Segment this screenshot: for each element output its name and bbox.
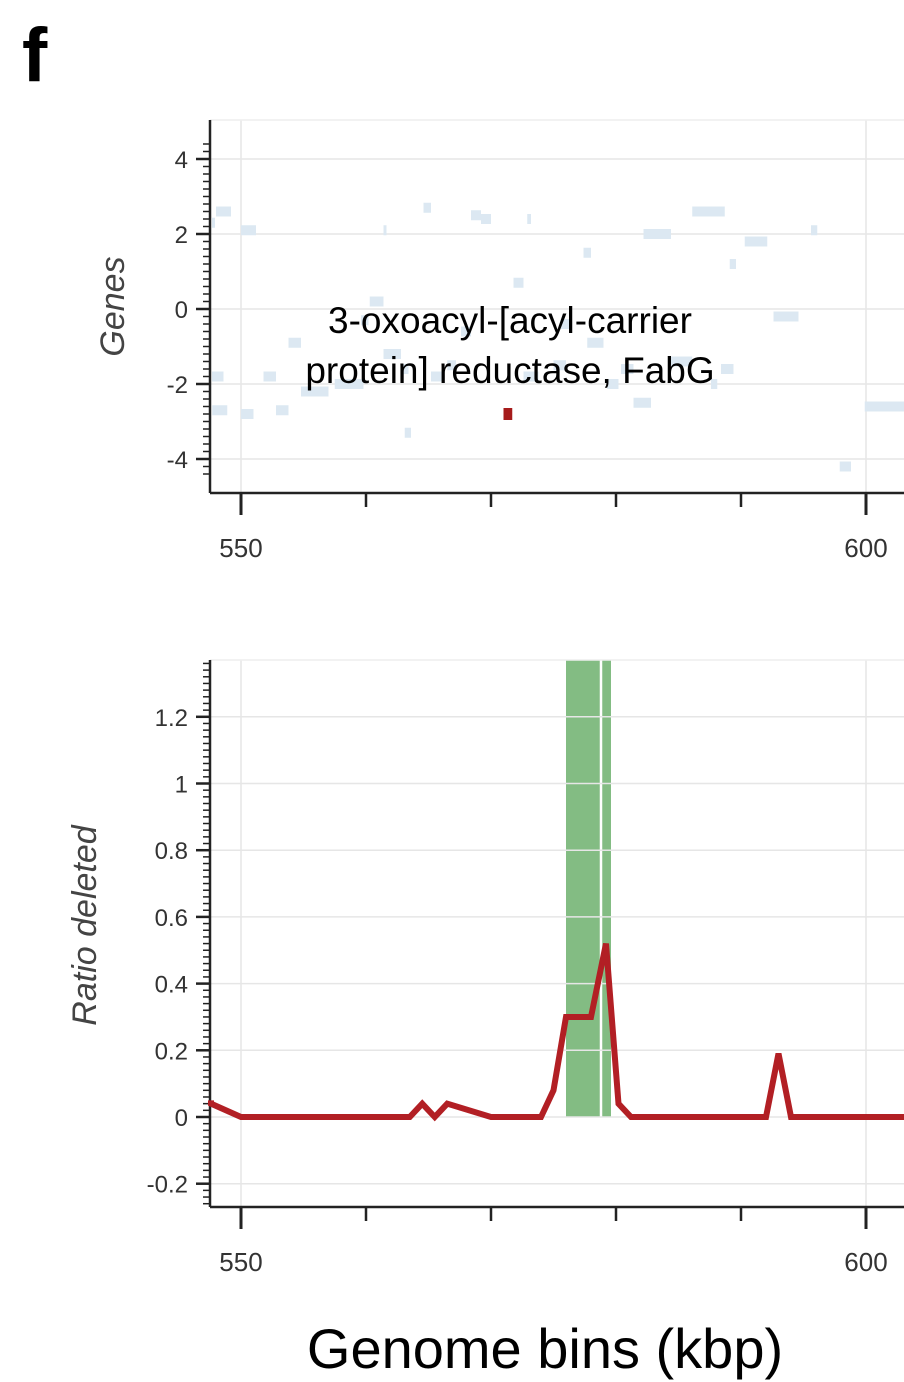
background-gene xyxy=(334,379,364,389)
background-gene xyxy=(216,206,231,217)
background-gene xyxy=(561,319,571,329)
background-gene xyxy=(643,229,671,239)
background-gene xyxy=(276,405,289,416)
background-gene xyxy=(301,386,329,397)
background-gene xyxy=(527,214,531,224)
x-tick-label: 550 xyxy=(219,1247,262,1277)
background-gene xyxy=(513,277,524,288)
y-axis-title: Genes xyxy=(94,256,132,356)
background-gene xyxy=(423,202,431,213)
background-gene xyxy=(212,371,224,382)
background-gene xyxy=(671,356,693,367)
background-gene xyxy=(621,364,634,374)
x-axis-title: Genome bins (kbp) xyxy=(306,1317,784,1380)
background-gene xyxy=(447,360,456,371)
background-gene xyxy=(212,405,228,416)
y-tick-label: 0.8 xyxy=(155,838,188,865)
background-gene xyxy=(811,225,818,236)
background-gene xyxy=(744,236,768,247)
y-tick-label: 0.6 xyxy=(155,905,188,932)
y-tick-label: 1.2 xyxy=(155,705,188,732)
gene-annotation-line-1: 3-oxoacyl-[acyl-carrier xyxy=(328,300,692,341)
background-gene xyxy=(692,206,725,217)
background-gene xyxy=(711,379,718,389)
highlighted-gene xyxy=(503,408,513,420)
y-tick-label: 4 xyxy=(175,147,188,174)
x-tick-label: 600 xyxy=(844,1247,887,1277)
background-gene xyxy=(607,379,619,389)
x-tick-label: 600 xyxy=(844,533,887,563)
y-tick-label: 0 xyxy=(175,297,188,324)
background-gene xyxy=(431,371,444,382)
y-tick-label: 0 xyxy=(175,1105,188,1132)
background-gene xyxy=(263,371,276,382)
y-tick-label: -4 xyxy=(167,447,188,474)
background-gene xyxy=(383,349,401,359)
background-gene xyxy=(864,401,904,412)
background-gene xyxy=(241,225,256,236)
background-gene xyxy=(361,315,369,326)
y-tick-label: 2 xyxy=(175,222,188,249)
background-gene xyxy=(523,371,539,382)
y-tick-label: 0.2 xyxy=(155,1038,188,1065)
background-gene xyxy=(461,326,471,337)
background-gene xyxy=(583,247,591,258)
gene-annotation-line-2: protein] reductase, FabG xyxy=(305,350,715,391)
ratio-deleted-line xyxy=(208,942,904,1122)
y-tick-label: -0.2 xyxy=(147,1172,188,1199)
highlight-region xyxy=(602,660,611,1117)
ratio-deleted-panel: 1.2 1 0.8 0.6 0.4 0.2 0 -0.2 Ratio deleted 550 600 xyxy=(66,659,904,1277)
background-gene xyxy=(404,427,411,438)
highlight-region xyxy=(566,660,600,1117)
background-gene xyxy=(241,409,254,419)
background-gene xyxy=(633,397,651,408)
background-gene xyxy=(401,364,409,374)
background-gene xyxy=(773,311,799,322)
background-gene xyxy=(587,337,604,348)
genes-panel: 4 2 0 -2 -4 Genes 550 600 xyxy=(94,119,904,563)
y-tick-label: 1 xyxy=(175,772,188,799)
y-tick-label: -2 xyxy=(167,372,188,399)
gene-annotation: 3-oxoacyl-[acyl-carrier protein] reducta… xyxy=(240,296,780,396)
panel-letter: f xyxy=(22,13,48,98)
x-tick-label: 550 xyxy=(219,533,262,563)
background-gene xyxy=(383,225,387,236)
background-gene xyxy=(553,360,566,371)
y-tick-label: 0.4 xyxy=(155,972,188,999)
background-gene xyxy=(369,296,384,307)
background-gene xyxy=(721,364,734,374)
background-gene xyxy=(729,259,736,269)
background-gene xyxy=(471,210,481,221)
background-gene xyxy=(481,214,491,224)
background-gene xyxy=(288,337,301,348)
y-axis-title: Ratio deleted xyxy=(66,824,104,1025)
background-gene xyxy=(839,461,851,472)
background-gene xyxy=(212,217,215,228)
